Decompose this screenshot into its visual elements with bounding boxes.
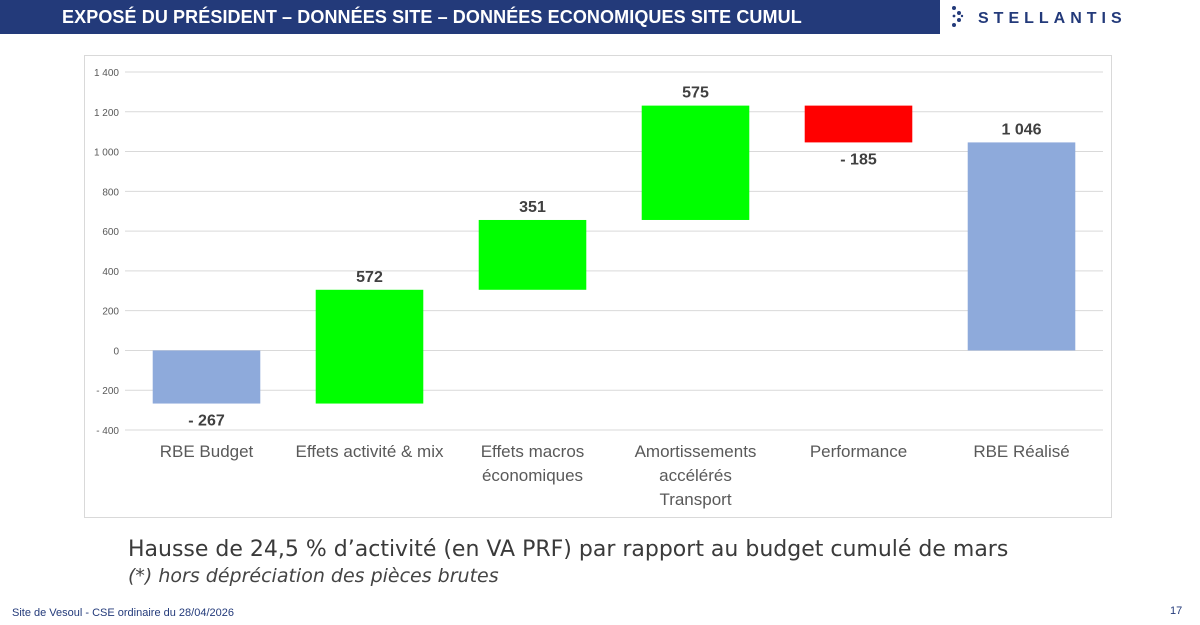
y-tick-label: 1 400 <box>94 68 119 79</box>
bar <box>641 105 750 220</box>
y-tick-label: 400 <box>102 267 119 278</box>
footer-text: Site de Vesoul - CSE ordinaire du 28/04/… <box>12 607 234 619</box>
bar <box>967 142 1076 351</box>
y-tick-label: 1 200 <box>94 108 119 119</box>
chart-caption: Hausse de 24,5 % d’activité (en VA PRF) … <box>128 537 1009 562</box>
y-tick-label: - 400 <box>96 426 119 437</box>
bar <box>478 219 587 290</box>
data-label: 575 <box>682 85 709 102</box>
category-layer: RBE Budget Effets activité & mix Effets ma… <box>160 442 1070 509</box>
y-tick-label: 200 <box>102 307 119 318</box>
category-label: RBE Budget <box>160 442 254 461</box>
page-number: 17 <box>1170 605 1183 617</box>
stellantis-logo: STELLANTIS <box>950 4 1160 34</box>
category-label: accélérés <box>659 466 732 485</box>
category-label: Effets activité & mix <box>295 442 444 461</box>
category-label: Performance <box>810 442 907 461</box>
data-label: - 267 <box>188 413 225 430</box>
y-tick-label: 800 <box>102 187 119 198</box>
y-tick-label: 0 <box>113 346 119 357</box>
category-label: Transport <box>659 490 731 509</box>
data-label: 351 <box>519 199 546 216</box>
footnote: (*) hors dépréciation des pièces brutes <box>128 565 499 587</box>
bar-layer <box>152 105 1076 404</box>
y-tick-label: 1 000 <box>94 148 119 159</box>
grid-layer: 1 400 1 200 1 000 800 600 400 200 0 - 200 - 400 <box>94 68 1103 437</box>
bar <box>152 350 261 404</box>
category-label: RBE Réalisé <box>973 442 1069 461</box>
bar <box>315 289 424 404</box>
data-label: 1 046 <box>1001 121 1041 138</box>
category-label: Effets macros <box>481 442 585 461</box>
y-tick-label: 600 <box>102 227 119 238</box>
waterfall-chart: 1 400 1 200 1 000 800 600 400 200 0 - 200 - 400 -… <box>84 55 1112 518</box>
chart-svg: 1 400 1 200 1 000 800 600 400 200 0 - 200 - 400 -… <box>94 68 1103 509</box>
data-label: - 185 <box>840 151 877 168</box>
bar <box>804 105 913 143</box>
logo-wordmark: STELLANTIS <box>978 10 1127 27</box>
page-title: EXPOSÉ DU PRÉSIDENT – DONNÉES SITE – DON… <box>62 7 802 27</box>
y-tick-label: - 200 <box>96 386 119 397</box>
title-bar: EXPOSÉ DU PRÉSIDENT – DONNÉES SITE – DON… <box>0 0 940 34</box>
category-label: Amortissements <box>635 442 757 461</box>
logo-dots-icon <box>952 6 964 27</box>
category-label: économiques <box>482 466 583 485</box>
label-layer: - 267 572 351 575 - 185 1 046 <box>188 85 1041 430</box>
data-label: 572 <box>356 269 383 286</box>
